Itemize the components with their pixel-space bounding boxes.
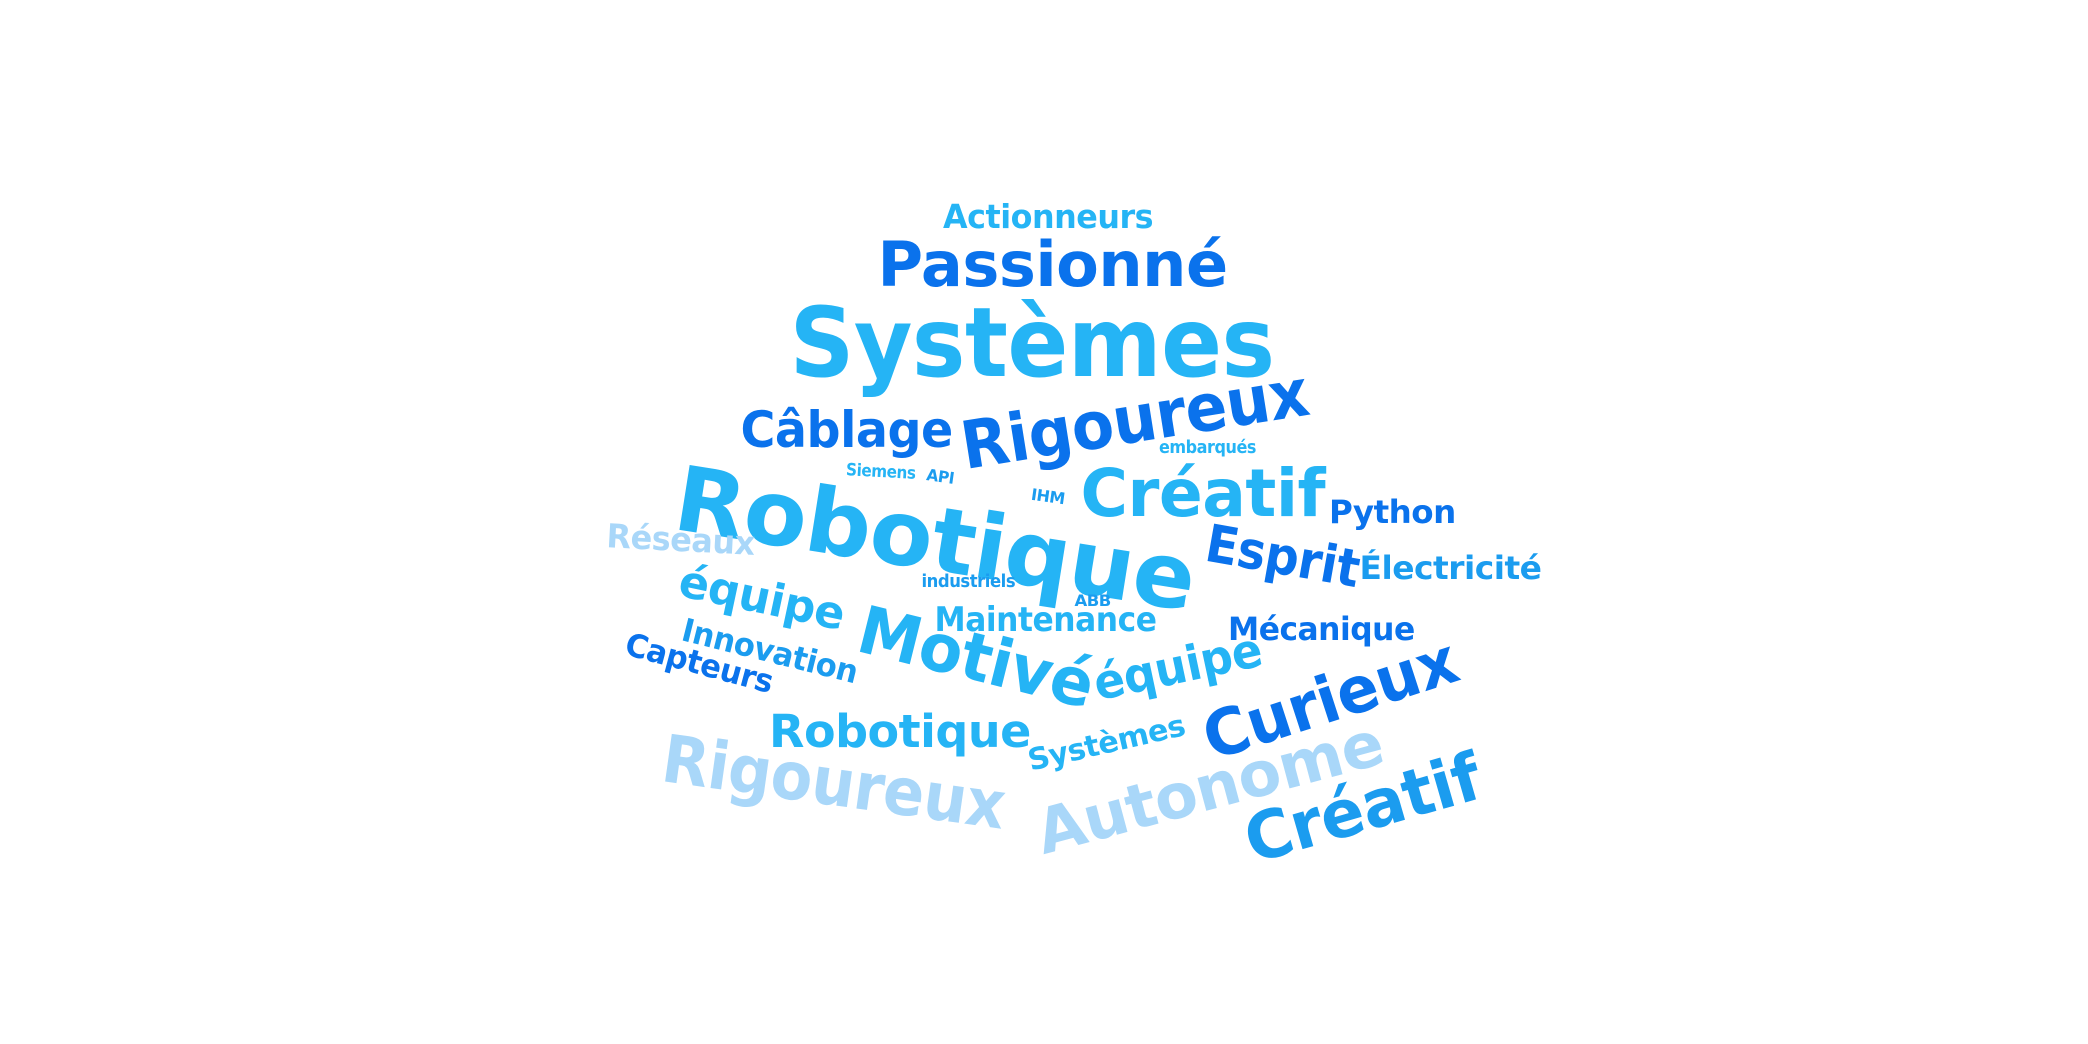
word-python: Python	[1328, 493, 1456, 531]
word-passionne: Passionné	[876, 228, 1228, 301]
word-cablage: Câblage	[739, 401, 953, 459]
word-siemens: Siemens	[845, 459, 917, 484]
word-ihm: IHM	[1029, 484, 1066, 509]
word-maintenance: Maintenance	[934, 600, 1157, 640]
word-abb: ABB	[1073, 591, 1111, 610]
word-api: API	[924, 465, 955, 488]
word-systemes-large: Systèmes	[789, 287, 1275, 399]
word-industriels: industriels	[920, 571, 1015, 592]
word-robotique-small: Robotique	[769, 704, 1031, 758]
word-actionneurs: Actionneurs	[943, 196, 1154, 236]
word-embarques: embarqués	[1158, 437, 1256, 458]
word-mecanique: Mécanique	[1227, 610, 1415, 648]
word-reseaux: Réseaux	[605, 515, 756, 563]
word-electricite: Électricité	[1359, 549, 1541, 587]
word-creatif-top: Créatif	[1080, 455, 1326, 532]
